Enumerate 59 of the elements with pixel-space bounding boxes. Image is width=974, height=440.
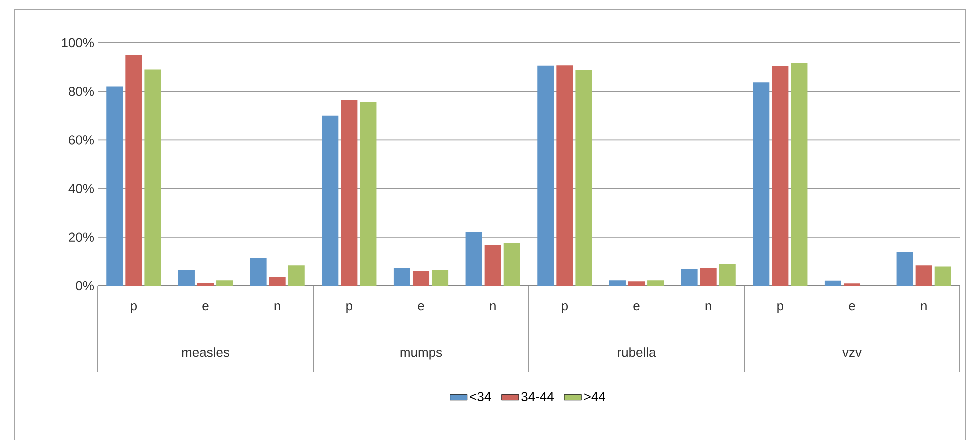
text: vzv xyxy=(842,350,862,357)
bar xyxy=(916,266,932,286)
bar xyxy=(360,102,377,286)
bar xyxy=(432,270,449,286)
x-tick-label: e xyxy=(418,304,424,311)
text: mumps xyxy=(400,350,442,360)
bar xyxy=(144,70,162,286)
bar xyxy=(609,280,626,286)
x-tick-label: p xyxy=(131,304,137,314)
bar xyxy=(648,280,664,286)
bar xyxy=(412,271,430,286)
y-tick-label: 40% xyxy=(68,184,94,194)
bar xyxy=(681,268,698,286)
x-tick-label: n xyxy=(274,304,280,311)
x-tick-label: e xyxy=(849,304,856,311)
x-tick-label: n xyxy=(706,304,712,311)
bar xyxy=(288,266,305,286)
bar xyxy=(394,268,410,286)
bar xyxy=(772,66,789,286)
bar xyxy=(753,82,770,286)
text: rubella xyxy=(618,348,656,358)
bar xyxy=(126,55,142,286)
legend-label: 34-44 xyxy=(522,392,554,402)
x-tick-label: e xyxy=(634,304,640,311)
x-tick-label: n xyxy=(921,304,927,311)
bar xyxy=(538,66,554,286)
bar xyxy=(896,252,914,286)
bar xyxy=(178,270,195,286)
x-tick-label: n xyxy=(490,304,496,311)
bar xyxy=(700,268,717,286)
legend-label: >44 xyxy=(584,392,606,402)
bar xyxy=(628,282,646,286)
bar xyxy=(791,63,808,286)
bar xyxy=(556,66,574,286)
y-tick-label: 100% xyxy=(62,38,94,48)
y-tick-label: 0% xyxy=(76,281,94,291)
bar xyxy=(250,258,267,286)
bar xyxy=(934,266,952,286)
x-tick-label: p xyxy=(778,304,784,314)
y-tick-label: 20% xyxy=(69,232,94,242)
bar xyxy=(269,277,286,286)
bar xyxy=(197,283,214,286)
text: measles xyxy=(182,348,230,358)
bar xyxy=(484,245,502,286)
x-tick-label: p xyxy=(346,304,352,314)
x-tick-label: e xyxy=(202,304,209,311)
y-tick-label: 80% xyxy=(69,86,94,96)
legend-label: <34 xyxy=(470,392,492,402)
y-tick-label: 60% xyxy=(69,136,94,145)
bar xyxy=(322,116,339,286)
bar xyxy=(504,243,520,286)
bar xyxy=(824,280,842,286)
bar xyxy=(576,70,592,286)
x-tick-label: p xyxy=(562,304,568,314)
bar xyxy=(719,264,736,286)
bar xyxy=(341,100,358,286)
bar xyxy=(466,232,482,286)
bar xyxy=(216,280,234,286)
bar xyxy=(106,86,124,286)
